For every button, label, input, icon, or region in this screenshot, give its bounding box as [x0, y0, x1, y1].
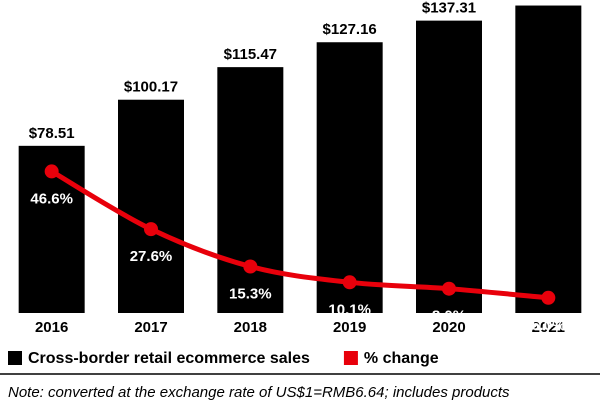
- bar-label: $137.31: [422, 0, 476, 17]
- line-label: 10.1%: [328, 301, 371, 318]
- bar: [118, 99, 184, 313]
- x-tick-label: 2017: [134, 319, 167, 336]
- x-tick-label: 2021: [532, 319, 565, 336]
- x-tick-label: 2020: [432, 319, 465, 336]
- legend-swatch: [8, 351, 22, 365]
- line-label: 8.0%: [432, 308, 466, 325]
- note: Note: converted at the exchange rate of …: [8, 384, 510, 400]
- line-point: [44, 164, 59, 179]
- bar-label: $127.16: [323, 21, 377, 38]
- line-point: [541, 290, 556, 305]
- line-label: 46.6%: [30, 190, 73, 207]
- bar: [515, 5, 582, 314]
- line-point: [342, 275, 357, 290]
- bar-label: $115.47: [224, 46, 277, 63]
- bar-label: $78.51: [29, 125, 75, 142]
- plot-area: 2016 2017 2018 2019 2020 2021 $78.51 $100.17 $11…: [18, 0, 582, 336]
- bar: [416, 20, 482, 314]
- line-label: 27.6%: [130, 248, 173, 265]
- legend-swatch: [343, 351, 358, 365]
- line-point: [144, 222, 158, 237]
- line-label: 15.3%: [229, 285, 272, 302]
- line-point: [243, 259, 258, 274]
- x-tick-label: 2018: [234, 319, 267, 336]
- legend-label: % change: [364, 350, 439, 367]
- line-point: [442, 281, 456, 296]
- bar: [316, 42, 383, 313]
- bar: [217, 67, 284, 313]
- legend-label: Cross-border retail ecommerce sales: [28, 350, 310, 367]
- x-tick-label: 2016: [35, 319, 68, 336]
- x-tick-label: 2019: [333, 319, 366, 336]
- line-label: 5.0%: [531, 317, 565, 334]
- legend: Cross-border retail ecommerce sales % cha…: [8, 350, 439, 367]
- bar-label: $100.17: [124, 79, 178, 96]
